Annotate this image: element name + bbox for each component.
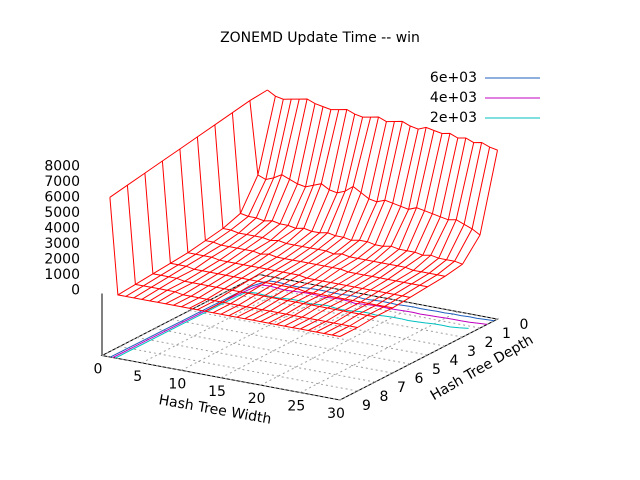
surface-column [268,127,427,324]
surface-column [109,89,268,198]
grid-line [241,283,481,329]
y-tick-label: 6 [415,371,424,387]
grid-line [206,301,446,347]
x-tick-label: 5 [133,369,142,385]
x-tick-label: 25 [287,399,305,415]
grid-line [189,310,428,356]
y-tick-label: 5 [432,362,441,378]
surface-column [165,106,324,305]
surface-row [267,89,498,151]
surface-column [133,98,292,299]
surface-column [276,130,435,326]
grid-line [224,292,463,338]
y-tick-label: 9 [362,398,371,414]
surface-column [149,98,308,302]
surface-row [126,185,358,328]
x-tick-label: 20 [248,391,266,407]
surface-column [204,116,364,312]
surface-column [331,146,491,336]
surface-column [189,109,348,309]
y-tick-label: 3 [467,344,476,360]
surface-column [141,98,300,300]
legend-label: 2e+03 [430,110,477,126]
surface-row [196,136,428,288]
contour-line [110,280,495,358]
surface-column [292,133,451,329]
z-tick-label: 1000 [44,267,80,283]
grid-line [171,319,411,365]
surface-column [252,125,411,321]
contour-line [112,284,488,358]
z-tick-label: 8000 [44,159,80,175]
z-tick-label: 7000 [44,174,80,190]
y-tick-label: 1 [502,326,511,342]
x-tick-label: 0 [94,362,103,378]
z-tick-label: 2000 [44,252,80,268]
grid-line [119,346,358,392]
legend-label: 6e+03 [430,70,477,86]
y-tick-label: 8 [380,389,389,405]
contour-line [115,291,469,359]
y-axis-label: Hash Tree Depth [428,332,536,404]
surface-column [284,133,443,327]
y-tick-label: 2 [485,335,494,351]
surface-row [161,160,393,309]
surface-column [236,121,395,318]
z-tick-label: 5000 [44,205,80,221]
surface-row [109,197,341,337]
y-tick-label: 7 [397,380,406,396]
surface-column [244,121,403,320]
surface-column [220,116,379,315]
z-tick-label: 4000 [44,221,80,237]
surface-column [339,149,498,337]
legend-label: 4e+03 [430,90,477,106]
surface-column [212,116,372,314]
surface-row [231,112,463,265]
surface-column [315,142,475,333]
grid-line [154,328,393,374]
x-tick-label: 15 [208,384,226,400]
surface-row [249,100,481,236]
surface-column [173,109,332,306]
y-tick-label: 4 [450,353,459,369]
surface-column [228,121,387,317]
surface-column [181,109,340,308]
surface-column [300,137,459,330]
y-tick-label: 0 [520,317,529,333]
chart-title: ZONEMD Update Time -- win [220,30,420,46]
surface-column [323,142,483,334]
x-tick-label: 10 [168,376,186,392]
grid-line [136,337,376,383]
surface-row [214,124,446,277]
z-tick-label: 3000 [44,236,80,252]
surface-column [157,103,316,303]
z-tick-label: 6000 [44,190,80,206]
surface-column [117,96,276,296]
surface-column [196,113,356,311]
z-tick-label: 0 [71,283,80,299]
surface-column [308,137,467,331]
grid-line [101,355,341,401]
surface-column [260,128,419,323]
surface-column [125,99,284,297]
surface-row [179,148,411,298]
x-tick-label: 30 [327,406,345,422]
surface-row [144,173,376,318]
